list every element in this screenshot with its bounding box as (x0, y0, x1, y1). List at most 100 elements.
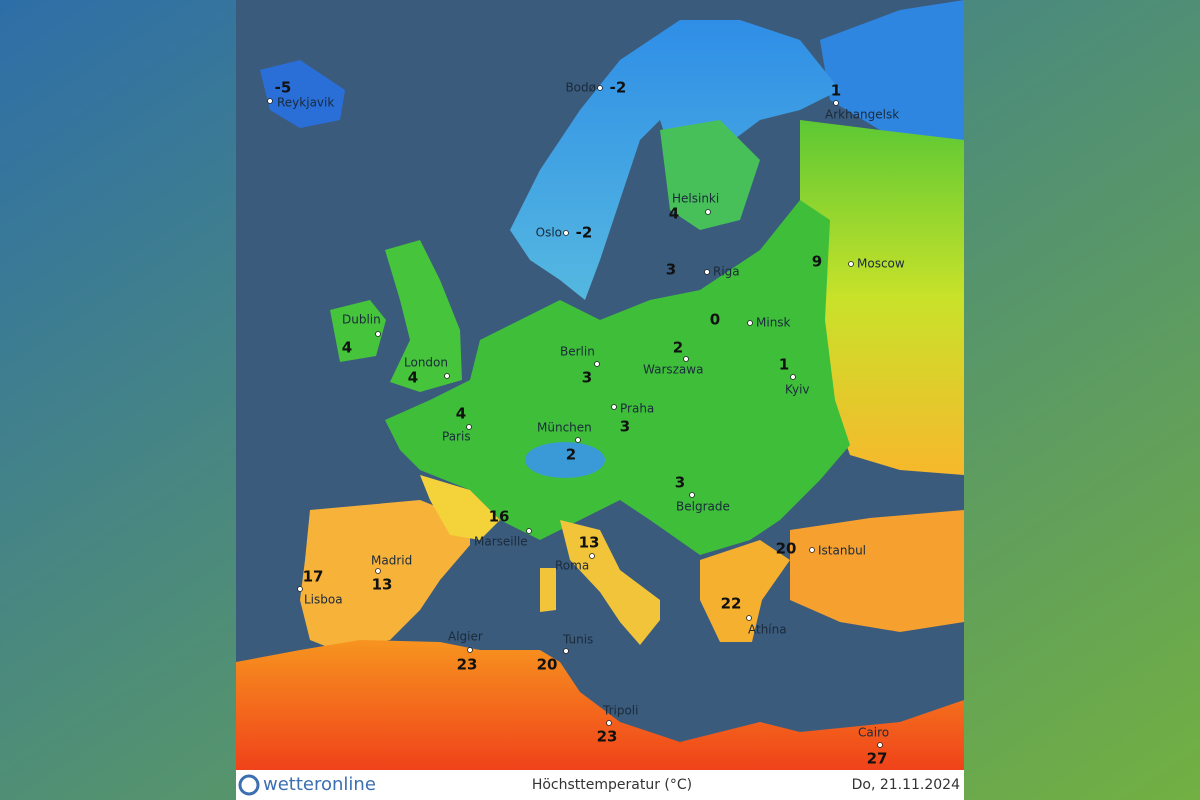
map-date: Do, 21.11.2024 (852, 777, 960, 793)
city-dot (704, 269, 710, 275)
north-africa (236, 640, 964, 770)
city-labels: Reykjavik-5 Bodø -2Arkhangelsk1Helsinki4Os… (267, 79, 905, 768)
city-name: Riga (713, 265, 740, 279)
city-name: Arkhangelsk (825, 108, 899, 122)
iceland (260, 60, 345, 128)
city-temp: 27 (867, 750, 888, 768)
city-name: Cairo (858, 726, 889, 740)
city-dot (563, 648, 569, 654)
city-temp: 20 (776, 540, 797, 558)
city-name: Marseille (474, 535, 528, 549)
city-name: Paris (442, 430, 471, 444)
city-dot (809, 547, 815, 553)
finland (660, 120, 760, 230)
city-dot (848, 261, 854, 267)
city-temp: 13 (372, 576, 393, 594)
city-dot (267, 98, 273, 104)
city-name: Minsk (756, 316, 791, 330)
city-temp: 23 (597, 728, 618, 746)
city-dot (444, 373, 450, 379)
city-temp: -2 (610, 79, 627, 97)
city-name: Lisboa (304, 593, 343, 607)
city-dot (597, 85, 603, 91)
city-temp: 9 (812, 253, 822, 271)
city-name: Moscow (857, 257, 905, 271)
city-name: Kyiv (785, 383, 810, 397)
city-dot (594, 361, 600, 367)
arctic-russia (820, 0, 964, 145)
logo-icon (238, 774, 260, 796)
city-temp: 23 (457, 656, 478, 674)
logo: wetteronline (263, 774, 376, 795)
iberia (300, 500, 470, 652)
city-temp: 0 (710, 311, 720, 329)
sardinia (540, 568, 556, 612)
city-name: Algier (448, 630, 483, 644)
city-name: Tripoli (602, 704, 638, 718)
city-temp: 22 (721, 595, 742, 613)
city-dot (375, 568, 381, 574)
city-name: London (404, 356, 448, 370)
city-dot (833, 100, 839, 106)
city-name: Tunis (562, 633, 593, 647)
footer: wetteronline Höchsttemperatur (°C) Do, 2… (236, 770, 964, 800)
city-temp: 3 (582, 369, 592, 387)
city-dot (790, 374, 796, 380)
city-temp: 13 (579, 534, 600, 552)
city-temp: -2 (576, 224, 593, 242)
city-dot (466, 424, 472, 430)
city-dot (375, 331, 381, 337)
city-temp: 4 (408, 369, 418, 387)
turkey (790, 510, 964, 632)
city-dot (746, 615, 752, 621)
city-temp: 1 (779, 356, 789, 374)
city-dot (877, 742, 883, 748)
city-name: Roma (555, 559, 589, 573)
city-name: Madrid (371, 554, 412, 568)
city-temp: 2 (566, 446, 576, 464)
city-temp: 1 (831, 82, 841, 100)
city-dot (606, 720, 612, 726)
city-temp: 4 (342, 339, 352, 357)
map-panel (236, 0, 964, 770)
city-dot (683, 356, 689, 362)
city-dot (563, 230, 569, 236)
italy (560, 520, 660, 645)
city-name: Oslo (536, 226, 562, 240)
ireland (330, 300, 386, 362)
city-name: Helsinki (672, 192, 719, 206)
city-name: Dublin (342, 313, 381, 327)
city-name: Berlin (560, 345, 595, 359)
city-dot (705, 209, 711, 215)
city-dot (526, 528, 532, 534)
city-name: München (537, 421, 592, 435)
city-name: Athína (748, 623, 787, 637)
russia (800, 120, 964, 475)
city-temp: 4 (456, 405, 466, 423)
city-dot (467, 647, 473, 653)
city-name: Istanbul (818, 544, 866, 558)
city-temp: -5 (275, 79, 292, 97)
city-name: Belgrade (676, 500, 730, 514)
central-europe (385, 200, 850, 555)
south-france (420, 475, 500, 540)
city-temp: 3 (620, 418, 630, 436)
city-name: Warszawa (643, 363, 703, 377)
great-britain (385, 240, 462, 392)
footer-bar (236, 770, 964, 800)
city-dot (747, 320, 753, 326)
city-temp: 3 (675, 474, 685, 492)
map-title: Höchsttemperatur (°C) (532, 777, 692, 793)
city-temp: 17 (303, 568, 324, 586)
city-temp: 2 (673, 339, 683, 357)
city-name: Reykjavik (277, 96, 334, 110)
city-name: Praha (620, 402, 654, 416)
city-dot (575, 437, 581, 443)
city-temp: 20 (537, 656, 558, 674)
city-temp: 16 (489, 508, 510, 526)
city-dot (589, 553, 595, 559)
balkans (700, 540, 790, 642)
